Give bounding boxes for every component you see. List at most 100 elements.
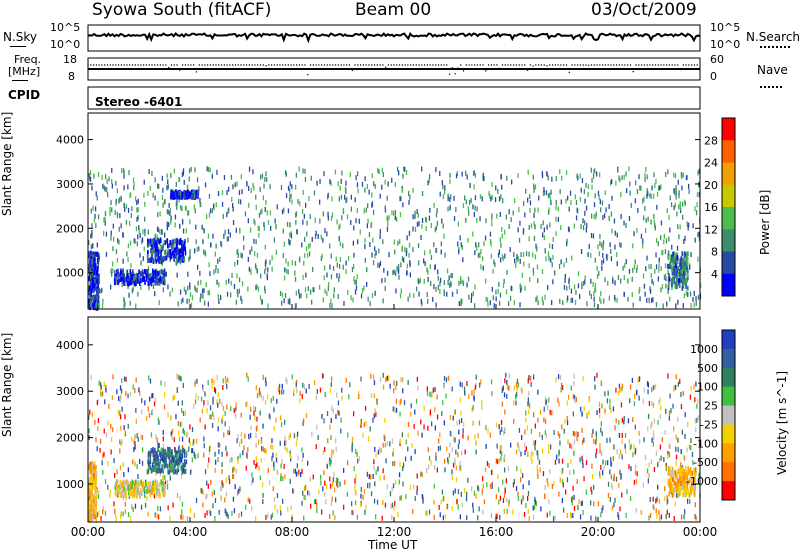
data-cell [360, 486, 362, 492]
data-cell [677, 468, 680, 474]
data-cell [427, 425, 429, 431]
data-cell [565, 170, 568, 176]
data-cell [685, 284, 687, 289]
data-cell [119, 410, 121, 416]
data-cell [329, 243, 331, 249]
data-cell [544, 484, 546, 490]
data-cell [571, 255, 573, 261]
data-cell [283, 463, 285, 469]
data-cell [659, 397, 661, 403]
data-cell [425, 216, 427, 222]
data-cell [384, 205, 386, 211]
data-cell [499, 514, 501, 520]
data-cell [456, 498, 458, 504]
data-cell [181, 445, 184, 450]
data-cell [674, 487, 677, 493]
data-cell [180, 465, 183, 471]
data-cell [247, 376, 249, 382]
data-cell [391, 210, 393, 216]
data-cell [457, 241, 459, 247]
data-cell [456, 171, 458, 176]
data-cell [120, 394, 122, 400]
data-cell [615, 387, 617, 393]
data-cell [541, 269, 544, 274]
data-cell [152, 487, 155, 493]
data-cell [426, 267, 428, 273]
data-cell [666, 208, 668, 214]
data-cell [184, 410, 187, 416]
data-cell [166, 221, 168, 227]
data-cell [157, 227, 159, 232]
data-cell [569, 470, 571, 476]
data-cell [667, 169, 669, 175]
data-cell [431, 421, 433, 427]
data-cell [295, 290, 297, 296]
data-cell [687, 469, 690, 475]
data-cell [289, 450, 291, 456]
data-cell [295, 471, 298, 477]
data-cell [328, 281, 330, 287]
data-cell [591, 213, 593, 219]
data-cell [260, 438, 263, 444]
data-cell [254, 415, 256, 421]
data-cell [524, 429, 526, 435]
data-cell [189, 469, 192, 475]
data-cell [669, 482, 671, 487]
data-cell [667, 269, 669, 275]
data-cell [529, 277, 531, 282]
data-cell [596, 410, 598, 416]
data-cell [146, 253, 149, 259]
data-cell [101, 175, 103, 180]
data-cell [698, 169, 700, 174]
data-cell [94, 206, 97, 212]
data-cell [650, 273, 652, 278]
data-cell [164, 480, 167, 486]
data-cell [426, 391, 429, 397]
data-cell [367, 296, 369, 302]
data-cell [169, 240, 172, 245]
data-cell [267, 219, 270, 225]
data-cell [616, 449, 618, 455]
data-cell [594, 168, 596, 174]
data-cell [217, 258, 219, 264]
data-cell [633, 264, 636, 270]
data-cell [202, 239, 204, 245]
data-cell [449, 430, 452, 436]
freq-label: Freq. [14, 53, 42, 66]
data-cell [203, 443, 205, 449]
data-cell [580, 249, 583, 254]
nave-dot [457, 67, 459, 69]
data-cell [189, 254, 191, 260]
data-cell [464, 449, 466, 455]
data-cell [447, 457, 449, 463]
data-cell [682, 391, 684, 396]
data-cell [465, 496, 468, 502]
data-cell [176, 204, 178, 210]
nave-dot [293, 64, 295, 66]
data-cell [571, 500, 573, 506]
data-cell [679, 470, 682, 476]
data-cell [135, 277, 137, 283]
data-cell [143, 493, 146, 499]
data-cell [95, 285, 97, 291]
data-cell [395, 288, 397, 294]
data-cell [151, 239, 153, 245]
data-cell [104, 220, 106, 226]
data-cell [673, 188, 675, 194]
nave-dot [549, 64, 551, 66]
data-cell [440, 249, 442, 255]
data-cell [476, 218, 478, 224]
data-cell [596, 372, 598, 378]
nave-dot [109, 64, 111, 66]
data-cell [140, 504, 143, 510]
data-cell [360, 493, 362, 499]
data-cell [213, 415, 215, 420]
nave-dot [593, 64, 595, 66]
data-cell [241, 253, 243, 259]
data-cell [426, 468, 428, 473]
data-cell [337, 483, 339, 489]
data-cell [91, 283, 94, 289]
data-cell [116, 479, 119, 485]
nave-dot [543, 64, 545, 66]
data-cell [460, 410, 462, 416]
